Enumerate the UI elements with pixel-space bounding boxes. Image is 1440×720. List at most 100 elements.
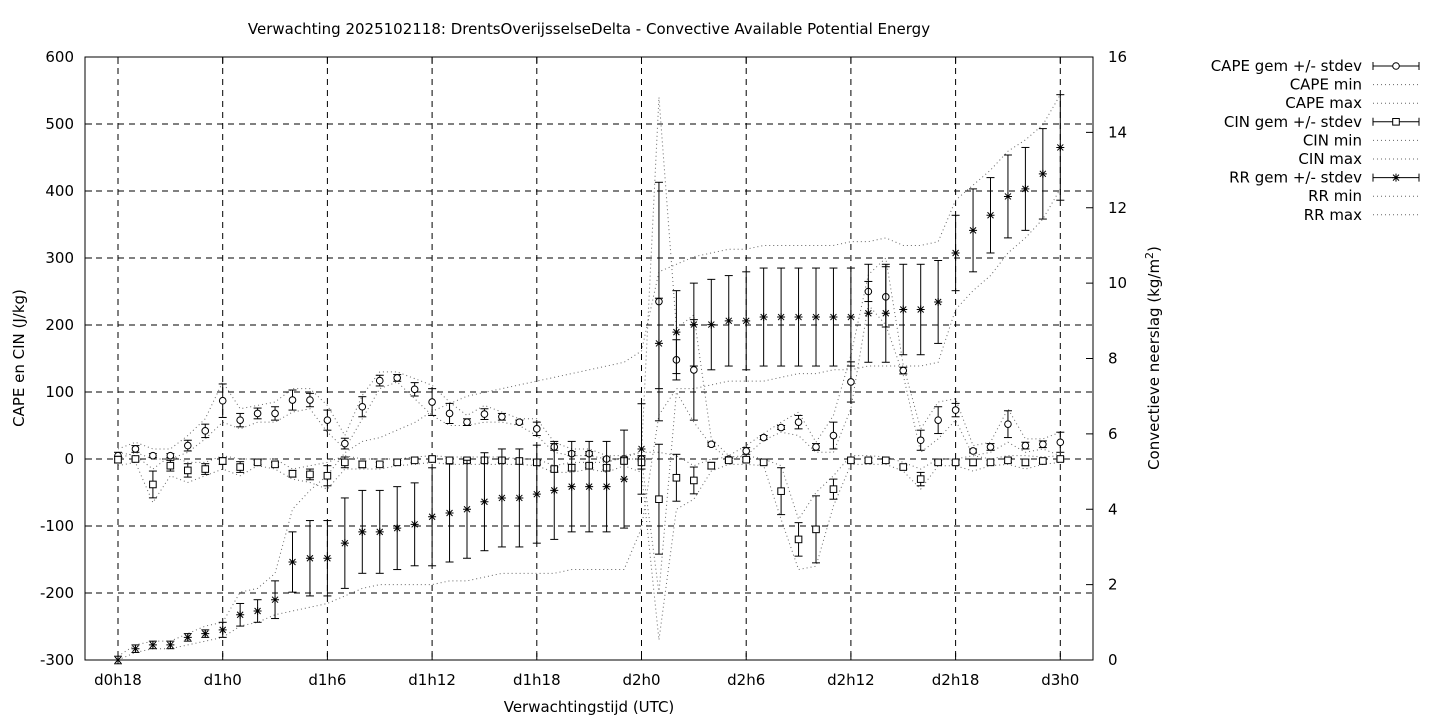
cin-point [864,456,873,465]
x-tick-label: d2h18 [932,671,980,689]
rr-point [951,248,960,257]
x-axis-label: Verwachtingstijd (UTC) [504,698,675,716]
cape-point [410,385,419,394]
cape-point [358,402,367,411]
x-tick-label: d2h0 [622,671,660,689]
cin-point [986,458,995,467]
rr-point [550,486,559,495]
cape-series [114,181,1065,463]
cin-point [672,473,681,482]
cin-point [253,458,262,467]
cin-point [969,458,977,467]
rr-point [428,512,437,521]
legend-label-cin-min: CIN min [1303,131,1362,149]
cin-point [759,458,768,467]
y-tick-label: 300 [45,249,74,267]
cape-point [323,416,332,424]
y2-tick-label: 8 [1108,350,1118,368]
cin-point [184,466,192,475]
axes: d0h18 d1h0 d1h6 d1h12 d1h18 d2h0 d2h6 d2h12 d2h1… [40,48,1127,689]
rr-point [183,633,192,642]
rr-point [148,640,157,649]
rr-series [114,94,1065,665]
cin-point [1021,458,1030,467]
legend-label-cin: CIN gem +/- stdev [1224,113,1362,131]
cape-point [218,396,227,405]
x-tick-label: d0h18 [94,671,142,689]
cape-point [201,427,210,435]
cape-point [445,409,454,418]
cin-point [742,455,751,464]
cape-max-line [117,97,1061,457]
y-tick-label: -300 [40,651,74,669]
cin-point [916,475,925,483]
rr-point [672,328,681,337]
legend-label-rr-max: RR max [1304,206,1362,224]
rr-point [288,558,297,567]
cape-point [690,366,698,374]
cape-point [253,409,262,418]
cin-point [724,456,733,465]
cin-point [271,460,279,469]
cape-point [1004,420,1012,428]
cin-point [131,455,140,463]
rr-point [846,313,855,322]
rr-point [445,509,454,518]
rr-point [1021,184,1030,193]
y2-axis-label-main: Convectieve neerslag (kg/m [1145,259,1163,470]
cin-point [934,458,942,467]
plot-frame [84,56,1094,661]
y2-axis-label: Convectieve neerslag (kg/m2) [1143,246,1164,470]
rr-point [480,497,489,506]
x-tick-label: d3h0 [1041,671,1079,689]
rr-point [271,595,280,604]
rr-point [358,527,367,536]
rr-point [1038,169,1047,178]
rr-point [463,505,471,514]
cin-point [1056,455,1065,463]
rr-point [375,527,384,536]
cape-point [515,418,524,426]
rr-point [532,490,541,499]
y2-tick-label: 6 [1108,425,1118,443]
x-tick-label: d2h12 [827,671,875,689]
rr-point [637,444,646,453]
cape-point [986,443,995,451]
rr-point [236,610,245,619]
legend-label-cape: CAPE gem +/- stdev [1211,57,1362,75]
rr-point [986,211,995,220]
cape-point [742,447,751,455]
cin-point [794,535,803,544]
rr-point [166,640,175,649]
cin-point [166,461,175,470]
cape-point [707,440,716,449]
y-axis-label: CAPE en CIN (J/kg) [10,289,28,427]
legend-label-cape-min: CAPE min [1290,76,1362,94]
cin-point [1004,456,1012,465]
rr-point [829,313,838,322]
rr-point [218,625,227,634]
cin-point [882,456,890,465]
cin-point [306,470,314,479]
rr-point [759,313,768,322]
y-tick-label: 0 [64,450,74,468]
cape-point [428,398,436,406]
cin-point [847,456,855,465]
cape-point [1039,440,1047,449]
y-tick-label: 600 [45,48,74,66]
rr-point [864,309,873,318]
rr-point [340,539,349,548]
rr-point [567,482,576,491]
x-tick-label: d1h0 [204,671,242,689]
y-tick-label: 200 [45,316,74,334]
cin-point [114,455,122,464]
cin-point [410,456,419,465]
cin-point [375,460,384,469]
cape-point [934,416,942,424]
cape-point [306,396,314,404]
y2-tick-label: 4 [1108,500,1118,518]
rr-point [707,320,716,329]
y-tick-label: 100 [45,383,74,401]
cin-point [149,480,157,489]
cape-point [236,416,244,424]
